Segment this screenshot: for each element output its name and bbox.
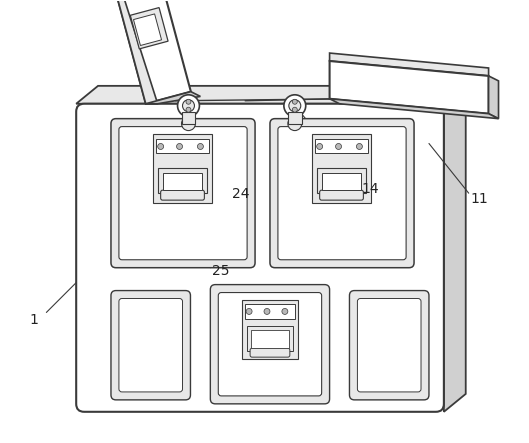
Polygon shape — [146, 92, 200, 104]
Polygon shape — [330, 99, 498, 119]
Bar — [315, 139, 368, 153]
FancyBboxPatch shape — [211, 284, 330, 404]
FancyBboxPatch shape — [76, 104, 444, 412]
Circle shape — [186, 99, 191, 104]
FancyBboxPatch shape — [320, 190, 363, 200]
Polygon shape — [330, 61, 489, 114]
FancyBboxPatch shape — [161, 190, 204, 200]
Bar — [247, 326, 293, 351]
Text: 24: 24 — [232, 187, 250, 201]
Text: 14: 14 — [361, 182, 379, 196]
Circle shape — [293, 99, 297, 104]
Circle shape — [282, 308, 288, 315]
Polygon shape — [76, 86, 466, 104]
Circle shape — [186, 107, 191, 112]
Bar — [181, 112, 195, 124]
Circle shape — [246, 308, 252, 315]
Circle shape — [158, 144, 163, 149]
Polygon shape — [489, 76, 498, 119]
Polygon shape — [133, 14, 161, 46]
Circle shape — [335, 144, 342, 149]
Polygon shape — [130, 8, 168, 49]
Circle shape — [177, 144, 183, 149]
Circle shape — [178, 95, 199, 117]
Polygon shape — [92, 0, 191, 104]
Circle shape — [289, 100, 301, 112]
Circle shape — [264, 308, 270, 315]
Polygon shape — [330, 53, 489, 76]
FancyBboxPatch shape — [218, 292, 322, 396]
Bar — [322, 173, 361, 190]
Text: 25: 25 — [212, 264, 230, 278]
Bar — [251, 330, 289, 348]
Circle shape — [317, 144, 323, 149]
Text: 1: 1 — [30, 313, 39, 327]
Bar — [156, 139, 209, 153]
FancyBboxPatch shape — [270, 119, 414, 268]
Bar — [288, 112, 302, 124]
FancyBboxPatch shape — [350, 291, 429, 400]
Bar — [153, 133, 212, 203]
Bar — [242, 299, 298, 359]
Circle shape — [284, 95, 306, 117]
Bar — [158, 168, 207, 193]
FancyBboxPatch shape — [278, 127, 406, 260]
Circle shape — [288, 117, 302, 131]
Bar — [245, 304, 295, 319]
Circle shape — [183, 100, 195, 112]
Circle shape — [357, 144, 362, 149]
Circle shape — [181, 117, 195, 131]
FancyBboxPatch shape — [119, 299, 183, 392]
Polygon shape — [444, 86, 466, 412]
Bar — [317, 168, 367, 193]
FancyBboxPatch shape — [250, 348, 290, 357]
FancyBboxPatch shape — [111, 119, 255, 268]
Bar — [162, 173, 203, 190]
FancyBboxPatch shape — [358, 299, 421, 392]
Circle shape — [197, 144, 203, 149]
FancyBboxPatch shape — [111, 291, 190, 400]
Text: 11: 11 — [471, 192, 488, 206]
Bar — [312, 133, 371, 203]
Polygon shape — [92, 0, 158, 104]
Circle shape — [293, 107, 297, 112]
FancyBboxPatch shape — [119, 127, 247, 260]
